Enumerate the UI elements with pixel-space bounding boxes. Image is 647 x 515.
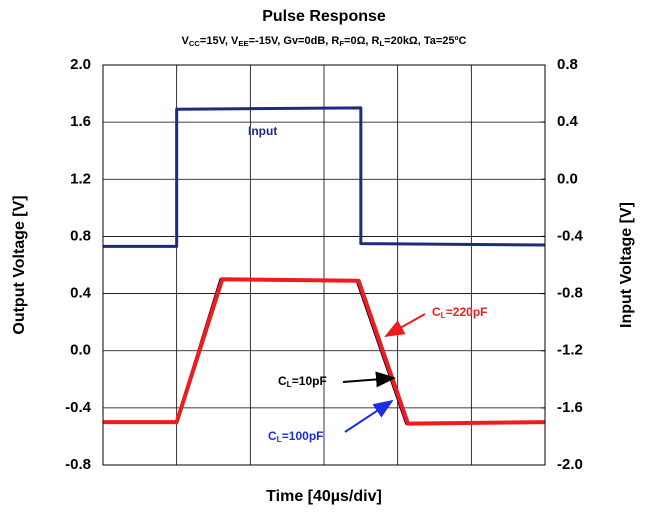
y-tick-label: 0.4 [70, 285, 92, 302]
y2-tick-label: -1.2 [557, 342, 583, 359]
series-line [103, 277, 546, 426]
chart-title: Pulse Response [262, 8, 386, 25]
subscript: L [287, 379, 292, 389]
x-axis-label: Time [40µs/div] [266, 488, 382, 505]
y-tick-label: 1.2 [70, 170, 91, 187]
subscript: CC [189, 39, 201, 48]
grid [102, 64, 546, 466]
text-part: =220pF [446, 305, 488, 319]
text-part: =-15V, Gv=0dB, R [249, 35, 340, 47]
subscript: F [339, 39, 344, 48]
text-part: =0Ω, R [344, 35, 379, 47]
y2-tick-label: 0.4 [557, 113, 579, 130]
subscript: L [441, 310, 446, 320]
y2-tick-label: 0.0 [557, 170, 578, 187]
arrow [344, 399, 394, 433]
subscript: L [277, 434, 282, 444]
y-tick-label: 0.0 [70, 342, 91, 359]
y-tick-label: 1.6 [70, 113, 91, 130]
y-tick-label: 2.0 [70, 56, 91, 73]
y-tick-label: -0.8 [65, 456, 91, 473]
y2-tick-label: -0.4 [557, 227, 584, 244]
y2-tick-label: -2.0 [557, 456, 583, 473]
series-label: CL=220pF [432, 305, 488, 320]
y-tick-label: 0.8 [70, 227, 91, 244]
text-part: =15V, V [200, 35, 239, 47]
y-tick-label: -0.4 [65, 399, 92, 416]
text-part: V [181, 35, 189, 47]
plot-frame [102, 64, 546, 466]
arrow [342, 371, 396, 388]
y2-tick-label: -0.8 [557, 285, 583, 302]
text-part: C [432, 305, 441, 319]
text-part: =10pF [292, 374, 327, 388]
y-axis-label: Output Voltage [V] [11, 195, 28, 334]
text-part: =100pF [282, 429, 324, 443]
chart-subtitle: VCC=15V, VEE=-15V, Gv=0dB, RF=0Ω, RL=20k… [181, 35, 466, 48]
arrow [384, 313, 426, 337]
text-part: =20kΩ, Ta=25ºC [384, 35, 466, 47]
series-label: CL=10pF [278, 374, 327, 389]
text-part: C [268, 429, 277, 443]
subscript: L [379, 39, 384, 48]
text-part: C [278, 374, 287, 388]
series-line [103, 106, 546, 248]
lines [103, 106, 546, 426]
y2-tick-label: 0.8 [557, 56, 578, 73]
series-label: Input [248, 124, 277, 138]
series-label: CL=100pF [268, 429, 324, 444]
y2-tick-label: -1.6 [557, 399, 583, 416]
subscript: EE [238, 39, 248, 48]
y2-axis-label: Input Voltage [V] [618, 202, 635, 328]
